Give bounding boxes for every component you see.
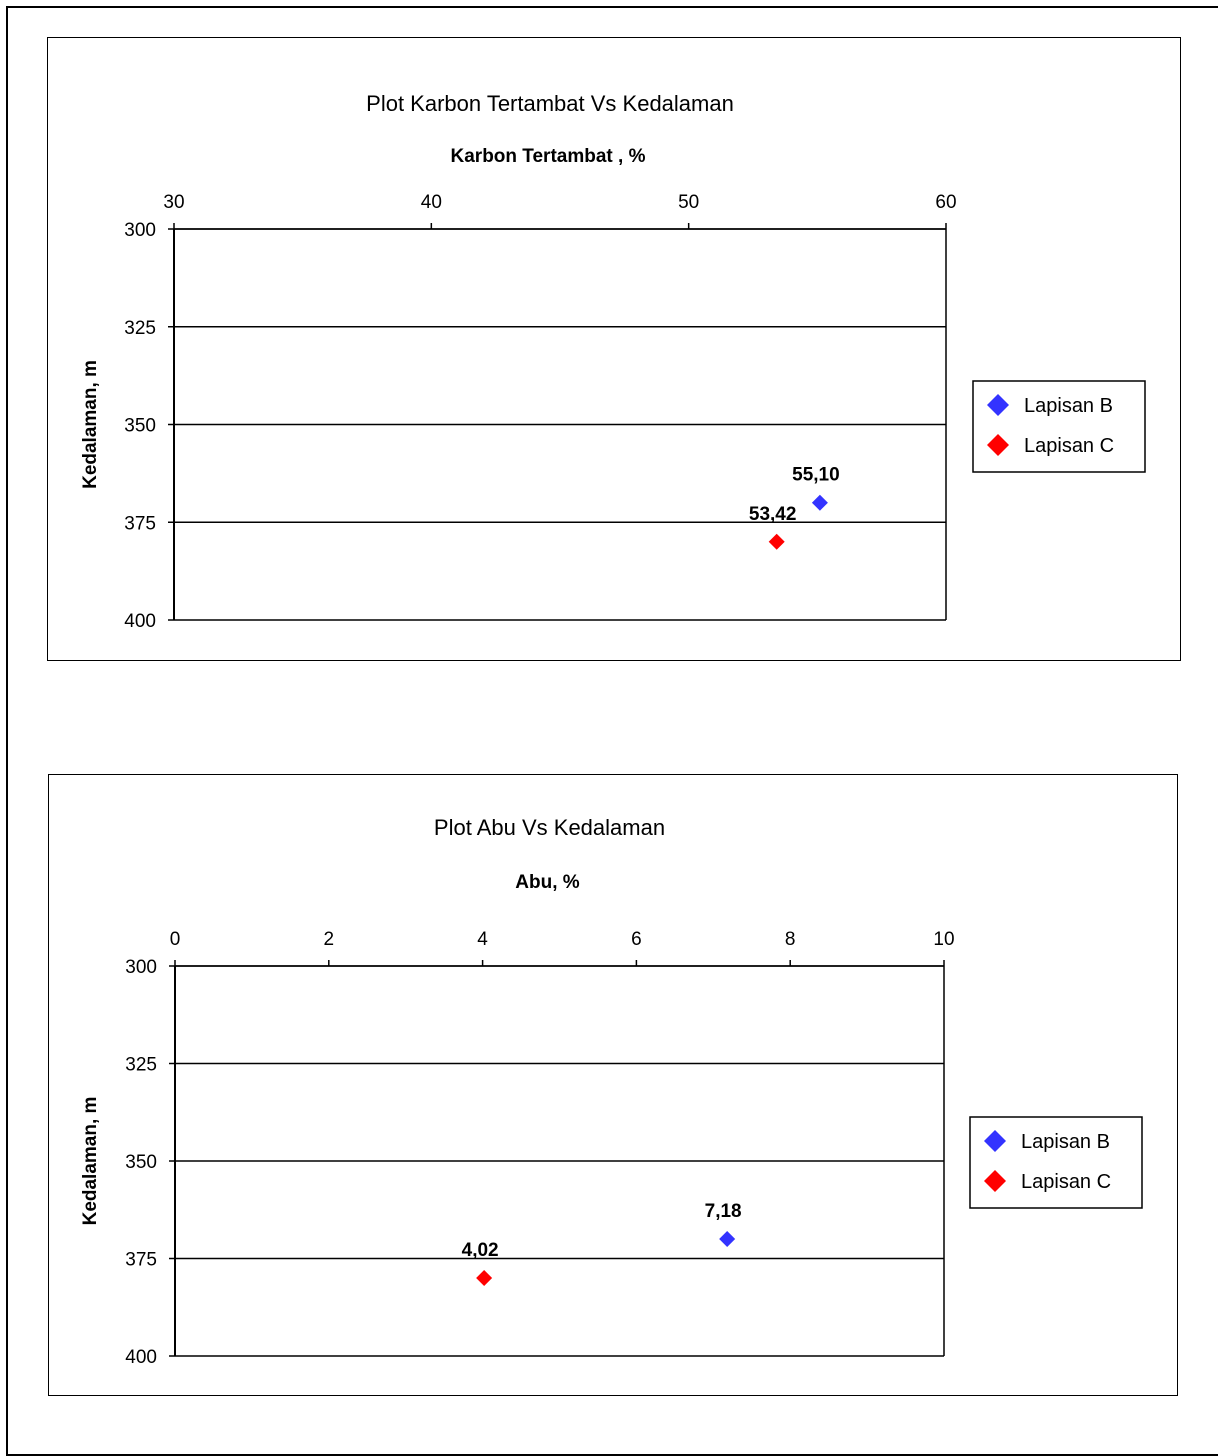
chart-panel-karbon [47,37,1181,661]
chart-panel-abu [48,774,1178,1396]
